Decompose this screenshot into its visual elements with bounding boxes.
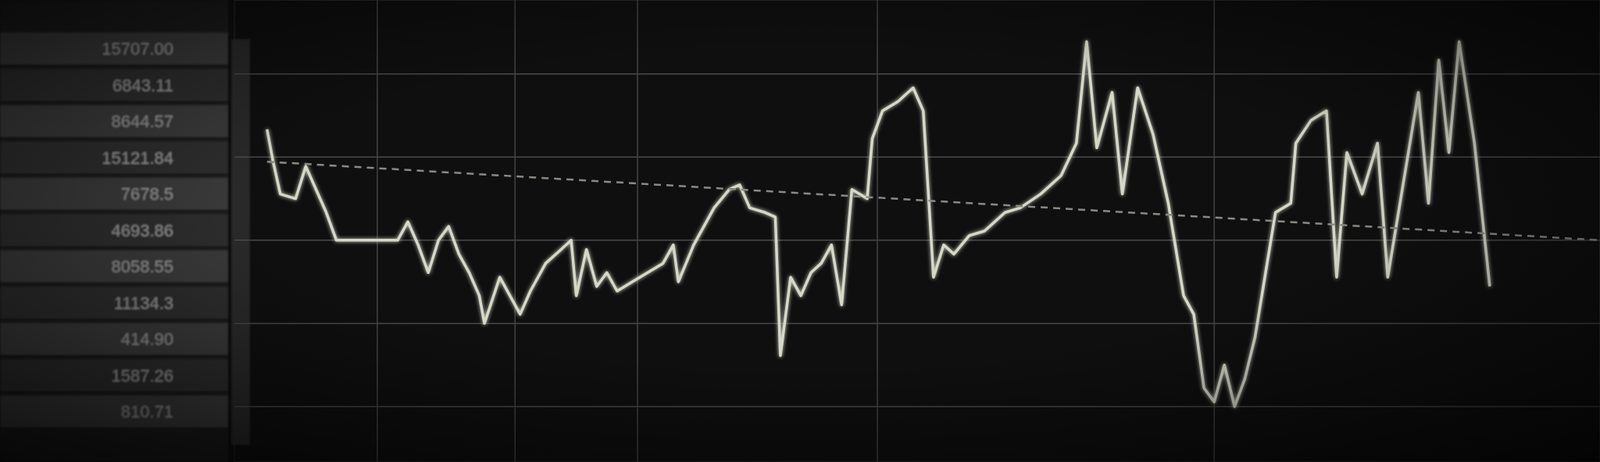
side-table: 15707.00 6843.11 8644.57 15121.84 7678.5 4693… bbox=[0, 0, 250, 462]
grid-line-x bbox=[376, 0, 379, 462]
plot-frame bbox=[234, 0, 1600, 462]
table-row bbox=[0, 105, 229, 138]
table-row bbox=[0, 32, 229, 65]
table-cell: 11134.3 bbox=[114, 293, 174, 314]
table-cell: 8644.57 bbox=[110, 111, 174, 132]
reference-line bbox=[267, 161, 1600, 241]
table-row bbox=[0, 214, 229, 247]
table-cell: 4693.86 bbox=[110, 221, 174, 241]
grid-line-x bbox=[636, 0, 639, 462]
chart bbox=[234, 0, 1600, 462]
table-row bbox=[0, 250, 229, 283]
table-row bbox=[0, 396, 229, 429]
plot-data bbox=[267, 41, 1600, 408]
grid-line-y bbox=[234, 406, 1600, 408]
vignette bbox=[0, 0, 1600, 462]
table-cell: 15121.84 bbox=[101, 148, 174, 168]
table-panel bbox=[0, 0, 229, 462]
grid-line-x bbox=[514, 0, 517, 462]
table-row bbox=[0, 360, 229, 393]
table-cell: 810.71 bbox=[121, 402, 174, 422]
page: 15707.00 6843.11 8644.57 15121.84 7678.5 4693… bbox=[0, 0, 1600, 462]
table-cell: 414.90 bbox=[121, 329, 174, 350]
background bbox=[0, 0, 1600, 462]
table-cell: 7678.5 bbox=[121, 184, 174, 204]
table-row bbox=[0, 142, 229, 175]
grid-line-x bbox=[876, 0, 879, 462]
table-cell: 8058.55 bbox=[110, 257, 174, 277]
scene: 15707.00 6843.11 8644.57 15121.84 7678.5 4693… bbox=[0, 0, 1600, 462]
table-cell: 6843.11 bbox=[112, 75, 174, 96]
grid-line-y bbox=[234, 157, 1600, 159]
grid-line-y bbox=[234, 323, 1600, 325]
table-cell: 1587.26 bbox=[110, 366, 174, 386]
table-row bbox=[0, 69, 229, 102]
price-line bbox=[267, 41, 1490, 408]
table-row bbox=[0, 178, 229, 211]
table-row bbox=[0, 323, 229, 356]
grid-line-x bbox=[1213, 0, 1215, 462]
table-cell: 15707.00 bbox=[101, 39, 174, 59]
grid-line-y bbox=[234, 73, 1600, 75]
table-row bbox=[0, 287, 229, 320]
